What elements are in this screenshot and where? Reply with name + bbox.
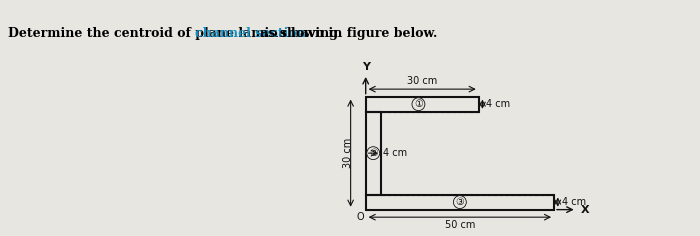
Text: 30 cm: 30 cm: [407, 76, 438, 86]
Bar: [365, 194, 554, 210]
Text: 50 cm: 50 cm: [444, 220, 475, 230]
Text: O: O: [356, 211, 364, 222]
Text: as shown in figure below.: as shown in figure below.: [256, 26, 438, 40]
Text: ②: ②: [369, 148, 377, 158]
Text: 4 cm: 4 cm: [561, 197, 586, 207]
Text: channel section: channel section: [195, 26, 306, 40]
Text: ①: ①: [414, 99, 423, 109]
Text: Determine the centroid of plane lamina having: Determine the centroid of plane lamina h…: [8, 26, 343, 40]
Text: X: X: [580, 205, 589, 215]
Text: 4 cm: 4 cm: [383, 148, 407, 158]
Bar: [365, 112, 381, 194]
Text: ③: ③: [456, 197, 464, 207]
Text: 4 cm: 4 cm: [486, 99, 510, 109]
Text: 30 cm: 30 cm: [342, 138, 353, 168]
Bar: [365, 97, 479, 112]
Text: Y: Y: [362, 62, 370, 72]
